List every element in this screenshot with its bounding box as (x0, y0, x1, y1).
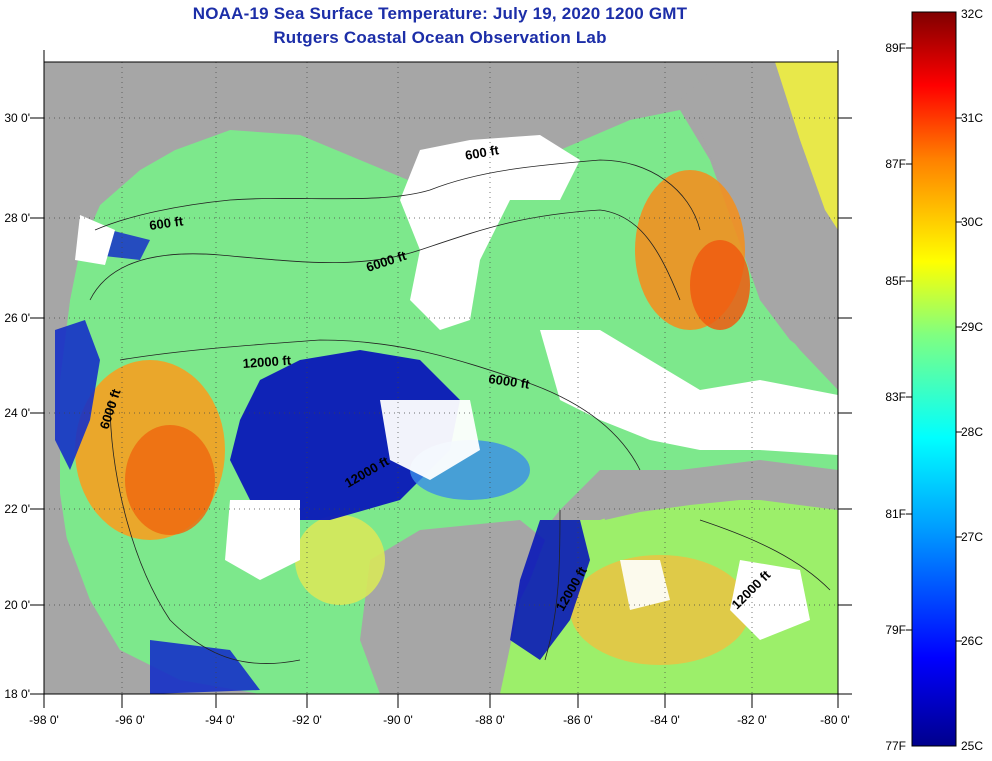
cloud-florida-straits (540, 330, 838, 455)
colorbar-c-29: 29C (961, 320, 983, 334)
campeche-bank (295, 515, 385, 605)
lat-label-30: 30 0' (4, 111, 30, 125)
colorbar-c-25: 25C (961, 739, 983, 753)
colorbar-c-26: 26C (961, 634, 983, 648)
lat-label-28: 28 0' (4, 211, 30, 225)
lon-label-94: -94 0' (205, 713, 235, 727)
map-subtitle: Rutgers Coastal Ocean Observation Lab (273, 28, 607, 47)
lat-label-22: 22 0' (4, 502, 30, 516)
plot-frame (43, 61, 839, 695)
lat-label-18: 18 0' (4, 687, 30, 701)
lon-label-98: -98 0' (29, 713, 59, 727)
atlantic-water (775, 62, 838, 230)
colorbar-f-81: 81F (885, 507, 906, 521)
lon-label-86: -86 0' (563, 713, 593, 727)
map-title: NOAA-19 Sea Surface Temperature: July 19… (192, 4, 688, 23)
colorbar-c-32: 32C (961, 7, 983, 21)
lat-label-26: 26 0' (4, 311, 30, 325)
cloud-central (380, 400, 480, 480)
colorbar (912, 12, 956, 746)
cloud-caribbean (730, 560, 810, 640)
lat-label-24: 24 0' (4, 406, 30, 420)
contour-label-12000ft-center: 12000 ft (242, 353, 292, 371)
colorbar-f-83: 83F (885, 390, 906, 404)
warm-core-west (125, 425, 215, 535)
colorbar-f-85: 85F (885, 274, 906, 288)
colorbar-c-31: 31C (961, 111, 983, 125)
colorbar-ticks (906, 47, 962, 642)
sst-field: 600 ft 600 ft 6000 ft 12000 ft 6000 ft 6… (44, 62, 838, 694)
colorbar-f-77: 77F (885, 739, 906, 753)
cloud-cayman (620, 560, 670, 610)
cool-core-central (230, 350, 460, 520)
colorbar-f-87: 87F (885, 157, 906, 171)
warm-caribbean (570, 555, 750, 665)
lon-label-90: -90 0' (383, 713, 413, 727)
colorbar-c-28: 28C (961, 425, 983, 439)
cuba-land (600, 478, 838, 520)
lat-label-20: 20 0' (4, 598, 30, 612)
lon-label-82: -82 0' (737, 713, 767, 727)
florida-land (680, 62, 838, 360)
cloud-texas (75, 215, 115, 265)
colorbar-frame (911, 11, 957, 747)
warm-core-florida (690, 240, 750, 330)
cool-west-coast (55, 320, 100, 470)
contour-label-6000ft-east: 6000 ft (488, 371, 532, 392)
mexico-us-land (44, 62, 720, 694)
colorbar-f-79: 79F (885, 623, 906, 637)
lon-label-96: -96 0' (115, 713, 145, 727)
frame-ticks (30, 50, 852, 708)
lon-label-84: -84 0' (650, 713, 680, 727)
colorbar-c-30: 30C (961, 215, 983, 229)
graticule (44, 62, 838, 694)
colorbar-f-89: 89F (885, 41, 906, 55)
contour-label-600ft-east: 600 ft (464, 142, 501, 163)
colorbar-c-27: 27C (961, 530, 983, 544)
bathymetry-contours (89, 159, 831, 665)
cloud-southwest (225, 500, 300, 580)
cool-yucatan-channel (510, 520, 590, 660)
lon-label-88: -88 0' (475, 713, 505, 727)
lon-label-80: -80 0' (820, 713, 850, 727)
contour-label-600ft-west: 600 ft (148, 213, 184, 233)
lon-label-92: -92 0' (292, 713, 322, 727)
yucatan-land (360, 520, 545, 694)
cool-south-coast (150, 640, 260, 694)
